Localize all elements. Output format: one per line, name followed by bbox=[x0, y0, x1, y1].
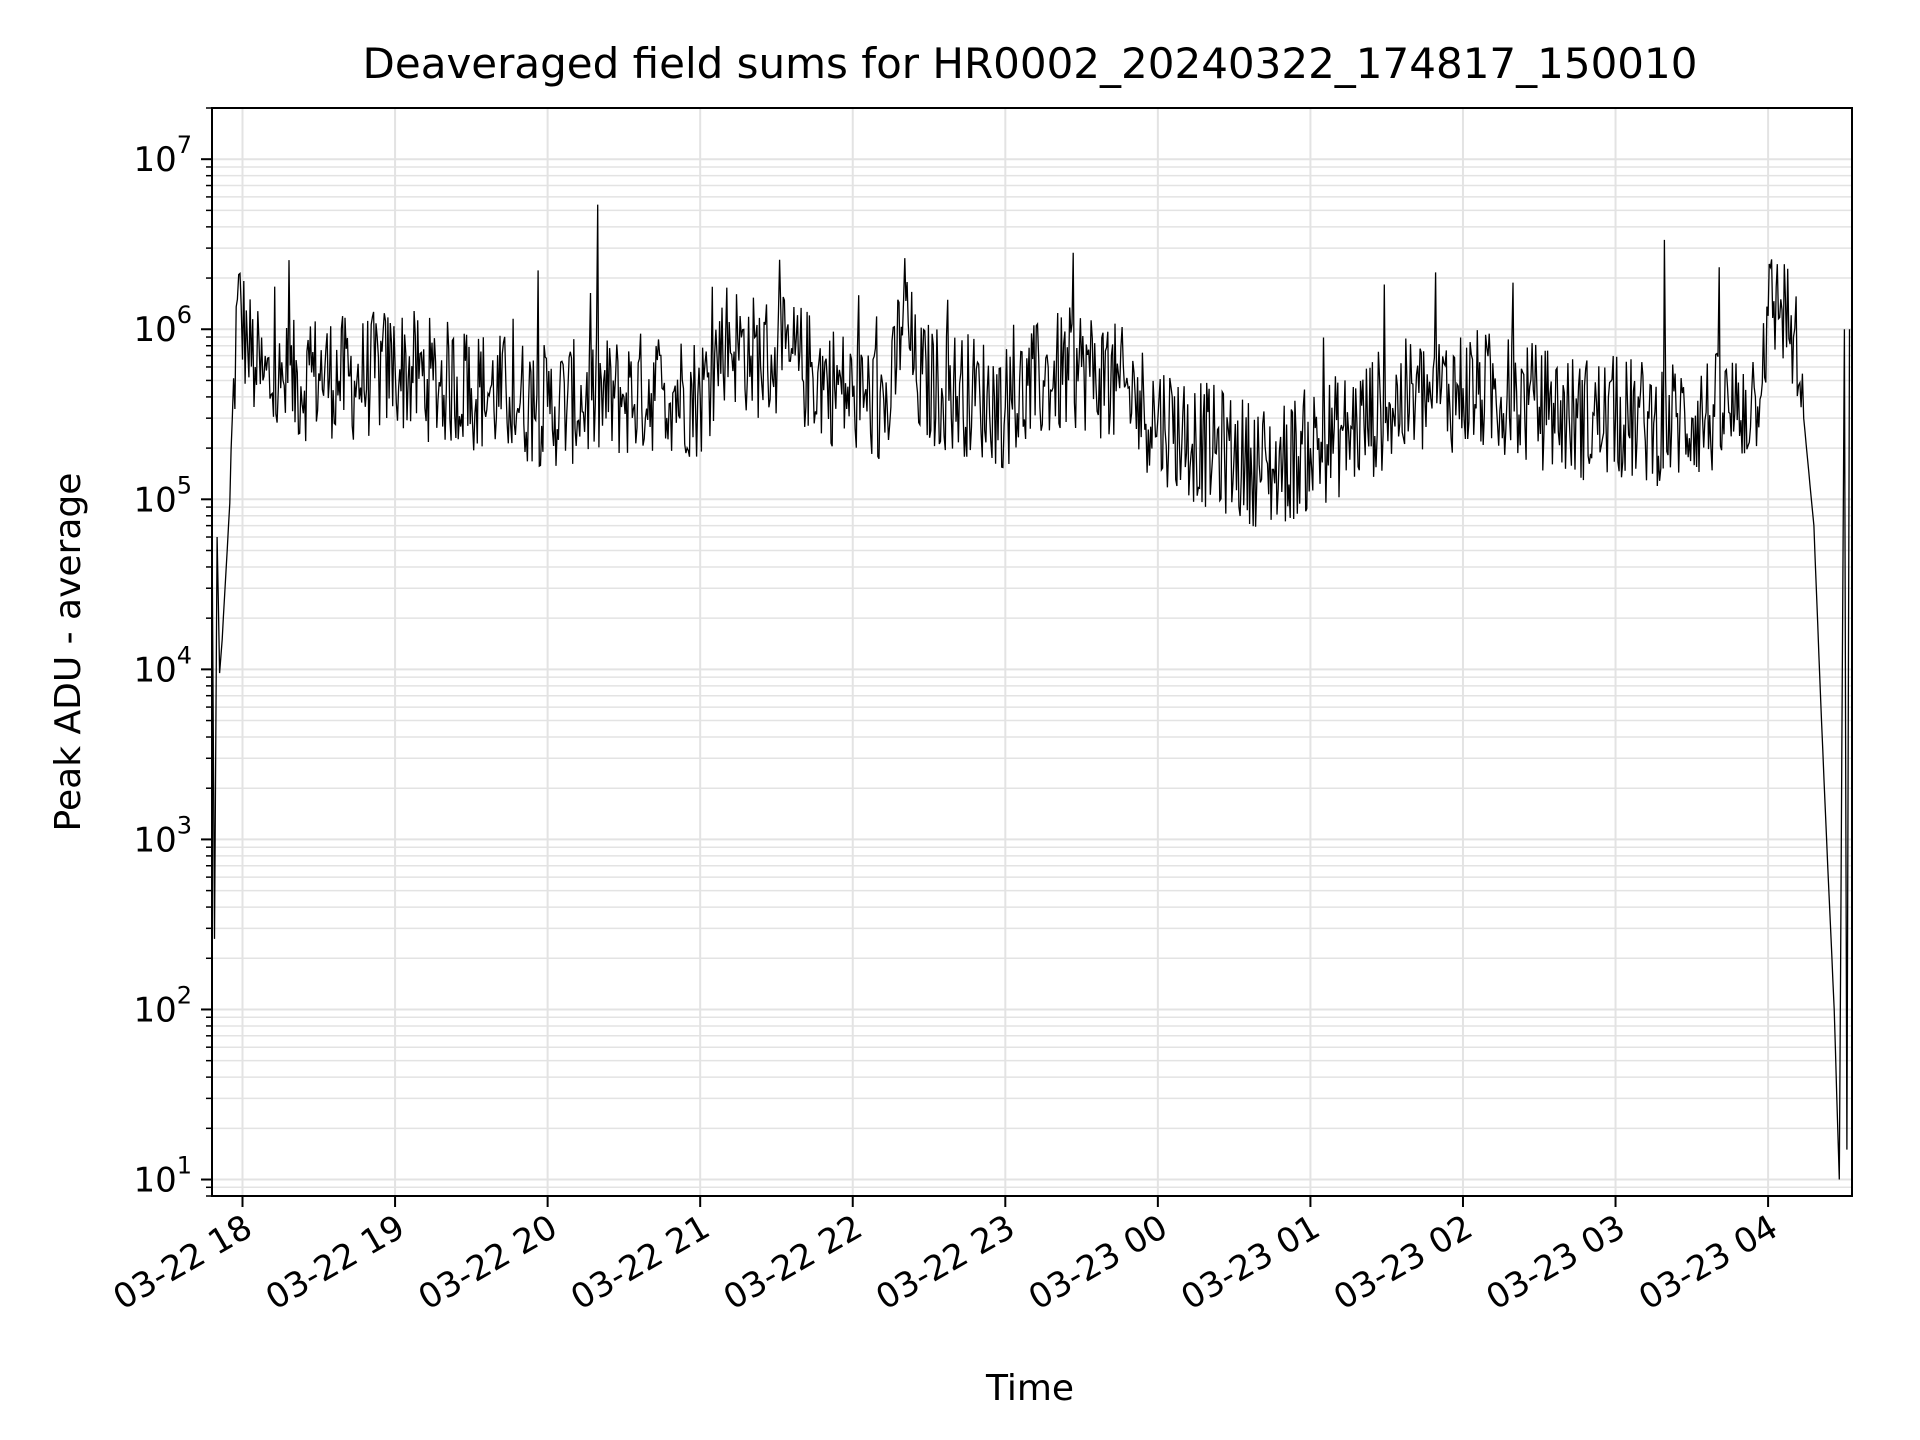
y-tick-label-exponent: 4 bbox=[177, 641, 192, 669]
y-tick-label-base: 10 bbox=[133, 820, 176, 860]
y-tick-label-exponent: 1 bbox=[177, 1152, 192, 1180]
x-tick-label: 03-22 21 bbox=[564, 1207, 716, 1318]
x-tick-label: 03-23 00 bbox=[1022, 1207, 1174, 1318]
x-tick-label: 03-23 02 bbox=[1327, 1207, 1479, 1318]
y-tick-label: 107 bbox=[133, 131, 192, 180]
y-tick-label: 101 bbox=[133, 1152, 192, 1201]
y-tick-label-base: 10 bbox=[133, 990, 176, 1030]
y-tick-label-exponent: 7 bbox=[177, 131, 192, 159]
y-tick-label-base: 10 bbox=[133, 1161, 176, 1201]
x-tick-label: 03-22 22 bbox=[717, 1207, 869, 1318]
y-tick-label-exponent: 6 bbox=[177, 301, 192, 329]
y-tick-label-exponent: 2 bbox=[177, 981, 192, 1009]
y-tick-label: 104 bbox=[133, 641, 192, 690]
x-tick-label: 03-22 19 bbox=[259, 1207, 411, 1318]
y-tick-label: 102 bbox=[133, 981, 192, 1030]
grid-layer bbox=[212, 107, 1852, 1197]
series-line bbox=[211, 204, 1851, 1180]
y-axis-label: Peak ADU - average bbox=[48, 473, 89, 832]
x-tick-label: 03-22 20 bbox=[412, 1207, 564, 1318]
y-tick-label-base: 10 bbox=[133, 310, 176, 350]
x-axis-label: Time bbox=[985, 1368, 1074, 1409]
y-tick-label: 105 bbox=[133, 471, 192, 520]
y-tick-label-exponent: 3 bbox=[177, 811, 192, 839]
y-tick-label-base: 10 bbox=[133, 140, 176, 180]
y-tick-label: 103 bbox=[133, 811, 192, 860]
x-tick-label: 03-23 03 bbox=[1480, 1207, 1632, 1318]
y-tick-label: 106 bbox=[133, 301, 192, 350]
y-tick-label-exponent: 5 bbox=[177, 471, 192, 499]
y-tick-label-base: 10 bbox=[133, 480, 176, 520]
y-tick-label-base: 10 bbox=[133, 650, 176, 690]
x-tick-label: 03-22 18 bbox=[107, 1207, 259, 1318]
series-layer bbox=[211, 204, 1851, 1180]
chart-title: Deaveraged field sums for HR0002_2024032… bbox=[363, 39, 1698, 88]
plot-frame bbox=[211, 107, 1853, 1197]
x-tick-label: 03-23 04 bbox=[1632, 1207, 1784, 1318]
x-tick-label: 03-22 23 bbox=[869, 1207, 1021, 1318]
x-tick-label: 03-23 01 bbox=[1175, 1207, 1327, 1318]
